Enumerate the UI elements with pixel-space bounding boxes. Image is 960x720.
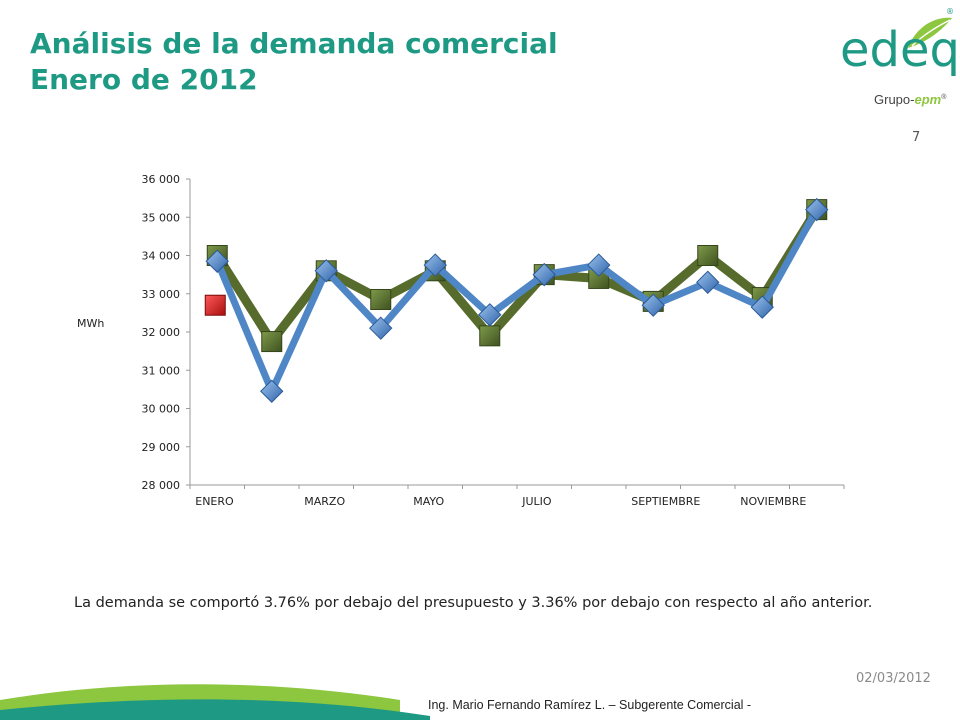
footer-author: Ing. Mario Fernando Ramírez L. – Subgere… <box>428 698 752 712</box>
y-tick-label: 33 000 <box>142 288 181 301</box>
logo-trademark: ® <box>946 7 954 16</box>
data-point-series-2 <box>205 249 229 273</box>
y-tick-label: 32 000 <box>142 326 181 339</box>
logo-group-prefix: Grupo- <box>874 92 914 107</box>
page-title: Análisis de la demanda comercial Enero d… <box>30 26 558 98</box>
data-point-series-2 <box>641 293 665 317</box>
data-point-series-2 <box>369 316 393 340</box>
data-point-series-2 <box>532 262 556 287</box>
data-point-series-2 <box>696 270 720 294</box>
data-point-series-3 <box>204 294 226 316</box>
logo-group-name: epm <box>914 92 941 107</box>
footer-date: 02/03/2012 <box>856 671 931 686</box>
data-point-series-2 <box>750 295 774 319</box>
logo-brand: edeq <box>840 22 956 78</box>
series-line-1 <box>213 207 821 350</box>
data-point-series-2 <box>314 259 338 283</box>
x-tick-label: MAYO <box>413 495 444 508</box>
y-tick-label: 28 000 <box>142 479 181 492</box>
y-tick-label: 36 000 <box>142 173 181 186</box>
logo-group-mark: ® <box>941 93 947 101</box>
data-point-series-1 <box>370 288 392 310</box>
edeq-logo: ® edeq Grupo-epm® <box>840 7 956 107</box>
data-point-series-2 <box>587 253 611 277</box>
x-tick-label: SEPTIEMBRE <box>631 495 700 508</box>
y-tick-label: 35 000 <box>142 211 181 224</box>
demand-line-chart: 28 000 29 000 30 000 31 000 32 000 33 000 34 0… <box>77 173 845 508</box>
series-line-2 <box>214 207 820 401</box>
slide-number: 7 <box>912 130 921 145</box>
data-point-series-2 <box>805 197 829 222</box>
logo-group: Grupo-epm® <box>874 92 947 107</box>
y-tick-label: 31 000 <box>142 364 181 377</box>
data-point-series-1 <box>479 325 501 347</box>
data-point-series-1 <box>697 245 719 266</box>
y-tick-label: 34 000 <box>142 250 181 263</box>
y-tick-label: 30 000 <box>142 403 181 416</box>
data-point-series-2 <box>478 303 502 327</box>
summary-text: La demanda se comportó 3.76% por debajo … <box>74 595 873 611</box>
data-point-series-2 <box>423 253 447 277</box>
title-line-2: Enero de 2012 <box>30 63 258 96</box>
y-axis-label: MWh <box>77 317 104 330</box>
title-line-1: Análisis de la demanda comercial <box>30 27 558 60</box>
footer-swoosh <box>0 684 430 720</box>
y-tick-label: 29 000 <box>142 441 181 454</box>
x-tick-label: ENERO <box>195 495 234 508</box>
x-tick-label: NOVIEMBRE <box>740 495 806 508</box>
x-tick-label: JULIO <box>521 495 552 508</box>
data-point-series-1 <box>261 331 283 353</box>
data-point-series-2 <box>260 379 284 403</box>
x-tick-label: MARZO <box>304 495 345 508</box>
